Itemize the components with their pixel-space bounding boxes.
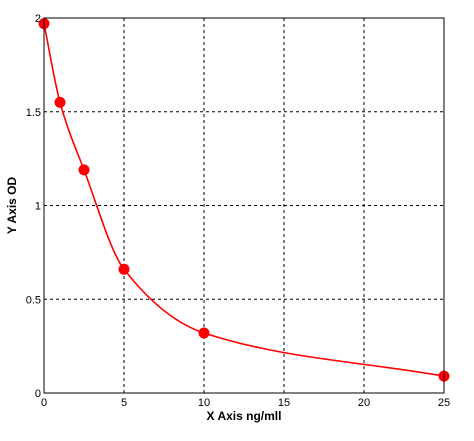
x-tick-label: 15 [278,397,290,409]
data-point-4 [198,327,210,339]
plot-frame [43,17,445,394]
x-tick-labels: 0 5 10 15 20 25 [41,397,450,409]
data-point-2 [78,164,90,176]
y-tick-label: 0 [35,388,41,400]
x-tick-label: 10 [198,397,210,409]
y-tick-label: 1 [35,201,41,213]
x-tick-label: 20 [358,397,370,409]
fit-curve-layer [43,23,445,377]
x-tick-label: 0 [41,397,47,409]
y-tick-label: 0.5 [26,294,41,306]
y-tick-label: 2 [35,13,41,25]
data-points-layer [38,18,450,382]
x-tick-label: 5 [121,397,127,409]
data-point-3 [118,263,130,275]
x-axis-title: X Axis ng/mll [207,409,282,423]
y-tick-label: 1.5 [26,107,41,119]
grid-lines [44,18,444,393]
y-tick-labels: 0 0.5 1 1.5 2 [26,13,41,400]
y-axis-title: Y Axis OD [5,176,19,234]
data-point-1 [54,96,66,108]
x-tick-label: 25 [438,397,450,409]
fit-curve-0 [43,23,445,377]
